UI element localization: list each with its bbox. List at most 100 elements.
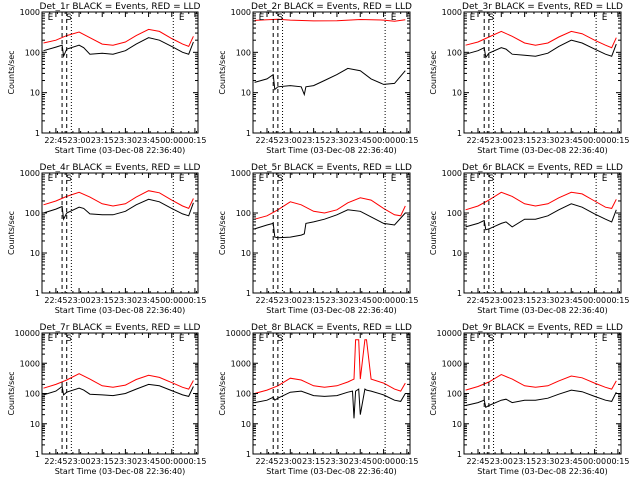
marker-label-3: E xyxy=(179,334,185,344)
marker-label-3: E xyxy=(179,174,185,184)
x-tick-label: 23:45 xyxy=(349,457,372,466)
x-tick-label: 00:15 xyxy=(395,296,418,305)
x-tick-label: 23:00 xyxy=(490,457,513,466)
marker-label-2: S xyxy=(66,334,72,344)
x-tick-label: 22:45 xyxy=(466,296,489,305)
y-tick-label: 10000 xyxy=(15,329,40,338)
marker-label-1: E xyxy=(470,334,476,344)
marker-label-2: S xyxy=(66,174,72,184)
x-axis-label: Start Time (03-Dec-08 22:36:40) xyxy=(55,146,186,155)
y-tick-label: 1000 xyxy=(231,8,251,17)
panel-title: Det_2r BLACK = Events, RED = LLD xyxy=(251,2,412,12)
y-axis-label: Counts/sec xyxy=(429,50,438,94)
y-axis-label: Counts/sec xyxy=(429,211,438,255)
plot-frame xyxy=(252,172,411,294)
marker-label-2: S xyxy=(488,174,494,184)
plot-frame xyxy=(252,11,411,134)
x-tick-label: 23:45 xyxy=(560,136,583,145)
y-tick-label: 1 xyxy=(246,450,251,459)
x-tick-label: 23:15 xyxy=(513,296,536,305)
x-tick-label: 23:00 xyxy=(279,296,302,305)
marker-label-2: S xyxy=(488,334,494,344)
x-tick-label: 23:15 xyxy=(91,457,114,466)
x-tick-label: 23:00 xyxy=(279,457,302,466)
events-series-line xyxy=(254,388,406,419)
x-tick-label: 23:30 xyxy=(114,457,137,466)
events-series-line xyxy=(254,67,406,97)
marker-label-2: S xyxy=(277,13,283,23)
y-axis-label: Counts/sec xyxy=(7,211,16,255)
marker-label-2: S xyxy=(66,13,72,23)
x-axis-label: Start Time (03-Dec-08 22:36:40) xyxy=(55,306,186,315)
y-tick-label: 10 xyxy=(452,420,462,429)
y-tick-label: 100 xyxy=(447,390,462,399)
y-tick-label: 10000 xyxy=(226,329,251,338)
y-tick-label: 10 xyxy=(30,420,40,429)
y-tick-label: 1000 xyxy=(442,359,462,368)
y-axis-label: Counts/sec xyxy=(7,50,16,94)
x-tick-label: 23:45 xyxy=(137,457,160,466)
x-tick-label: 22:45 xyxy=(255,136,278,145)
x-tick-label: 00:15 xyxy=(395,136,418,145)
y-tick-label: 1 xyxy=(35,129,40,138)
marker-label-1: E xyxy=(470,13,476,23)
x-tick-label: 23:00 xyxy=(68,296,91,305)
marker-label-2: S xyxy=(277,334,283,344)
y-axis-label: Counts/sec xyxy=(218,50,227,94)
x-tick-label: 00:15 xyxy=(183,136,206,145)
y-tick-label: 1 xyxy=(457,450,462,459)
marker-label-3: E xyxy=(179,13,185,23)
y-tick-label: 1000 xyxy=(20,359,40,368)
lld-series-line xyxy=(254,18,406,22)
marker-label-1: E xyxy=(259,13,265,23)
x-tick-label: 23:15 xyxy=(91,296,114,305)
lld-series-line xyxy=(43,373,194,390)
x-tick-label: 23:15 xyxy=(91,136,114,145)
x-tick-label: 23:45 xyxy=(560,296,583,305)
x-tick-label: 23:45 xyxy=(349,296,372,305)
y-tick-label: 1 xyxy=(457,129,462,138)
panel-title: Det_9r BLACK = Events, RED = LLD xyxy=(462,323,623,333)
x-tick-label: 23:15 xyxy=(513,136,536,145)
lld-series-line xyxy=(254,339,406,394)
x-tick-label: 23:00 xyxy=(490,136,513,145)
y-tick-label: 100 xyxy=(25,390,40,399)
marker-label-2: S xyxy=(277,174,283,184)
x-tick-label: 23:15 xyxy=(513,457,536,466)
y-tick-label: 1 xyxy=(35,289,40,298)
lld-series-line xyxy=(254,197,406,220)
y-tick-label: 10 xyxy=(241,89,251,98)
y-axis-label: Counts/sec xyxy=(218,371,227,415)
panel-title: Det_3r BLACK = Events, RED = LLD xyxy=(462,2,623,12)
x-tick-label: 23:30 xyxy=(325,457,348,466)
panel-title: Det_8r BLACK = Events, RED = LLD xyxy=(251,323,412,333)
lld-series-line xyxy=(43,28,194,48)
x-tick-label: 23:30 xyxy=(536,457,559,466)
y-tick-label: 10 xyxy=(241,249,251,258)
y-tick-label: 10000 xyxy=(437,329,462,338)
events-series-line xyxy=(254,209,406,239)
x-tick-label: 00:00 xyxy=(372,457,395,466)
y-tick-label: 100 xyxy=(25,48,40,57)
x-tick-label: 23:45 xyxy=(560,457,583,466)
events-series-line xyxy=(465,389,617,409)
y-tick-label: 1000 xyxy=(231,359,251,368)
y-tick-label: 10 xyxy=(30,89,40,98)
marker-label-3: E xyxy=(602,13,608,23)
y-axis-label: Counts/sec xyxy=(429,371,438,415)
marker-label-3: E xyxy=(602,174,608,184)
panel-title: Det_4r BLACK = Events, RED = LLD xyxy=(40,163,201,173)
x-tick-label: 23:15 xyxy=(302,457,325,466)
plot-frame xyxy=(463,172,622,294)
y-tick-label: 1 xyxy=(246,289,251,298)
x-tick-label: 23:45 xyxy=(349,136,372,145)
marker-label-1: E xyxy=(259,174,265,184)
y-tick-label: 10 xyxy=(241,420,251,429)
x-tick-label: 23:15 xyxy=(302,136,325,145)
y-tick-label: 1000 xyxy=(231,169,251,178)
